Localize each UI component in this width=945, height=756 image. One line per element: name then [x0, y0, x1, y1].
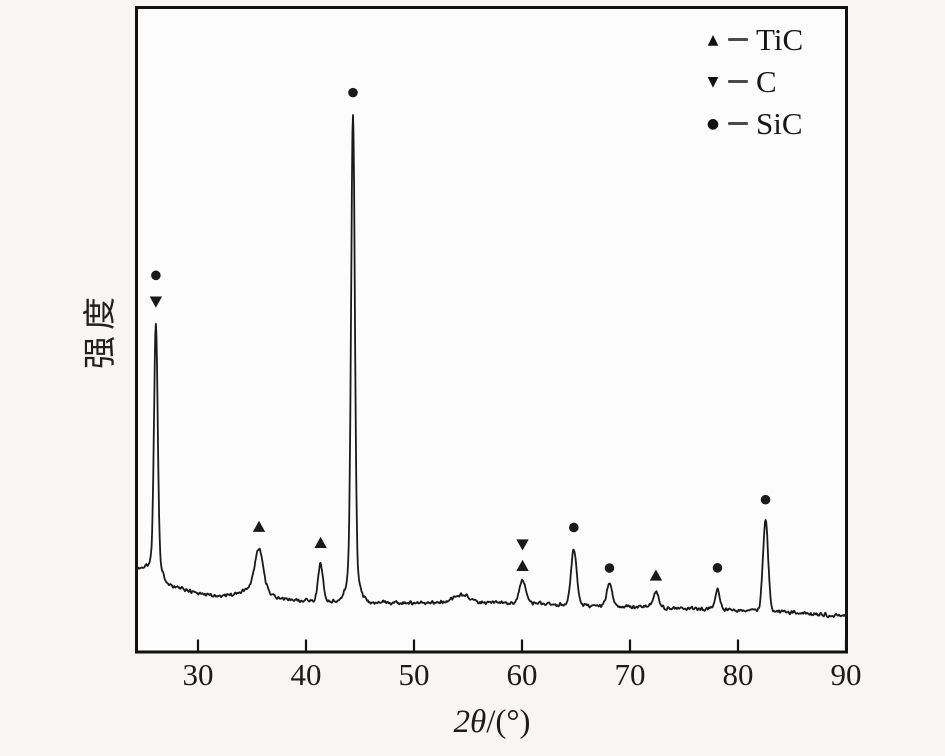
legend-item-label: TiC [756, 22, 804, 57]
x-axis-label-prefix: 2 [453, 704, 470, 740]
legend-item-label: C [756, 64, 777, 99]
peak-marker-triangle-up-icon [516, 559, 529, 571]
x-axis-label: 2θ/(°) [453, 704, 530, 741]
x-tick-label: 60 [506, 657, 538, 692]
legend-dash [728, 80, 748, 83]
peak-marker-circle-icon [348, 87, 358, 98]
peak-marker-circle-icon [712, 563, 723, 573]
x-tick-label: 30 [182, 657, 214, 692]
triangle-up-icon: ▲ [707, 31, 719, 48]
x-axis-label-suffix: /(°) [486, 704, 531, 740]
x-tick-label: 90 [830, 657, 862, 692]
x-tick-label: 80 [722, 657, 754, 692]
x-tick-label: 50 [398, 657, 430, 692]
legend-dash [728, 122, 748, 125]
legend-item-tic: ▲ TiC [702, 22, 804, 57]
triangle-down-icon: ▼ [707, 73, 719, 90]
circle-icon: ● [706, 115, 720, 132]
y-axis-label: 强度 [83, 291, 119, 369]
peak-marker-triangle-up-icon [649, 569, 663, 581]
legend: ▲ TiC ▼ C ● SiC [702, 22, 803, 141]
peak-marker-circle-icon [151, 270, 161, 281]
legend-item-label: SiC [756, 106, 803, 141]
peak-marker-triangle-down-icon [149, 296, 163, 308]
x-tick-label: 40 [290, 657, 322, 692]
legend-item-sic: ● SiC [702, 106, 803, 141]
peak-marker-triangle-up-icon [314, 536, 327, 549]
peak-marker-circle-icon [569, 522, 579, 533]
plot-frame [135, 6, 848, 654]
peak-marker-triangle-up-icon [252, 520, 266, 532]
peak-marker-circle-icon [604, 563, 615, 573]
theta-symbol: θ [469, 704, 487, 740]
peak-marker-triangle-down-icon [516, 539, 529, 551]
xrd-curve [136, 114, 848, 619]
x-tick-label: 70 [614, 657, 646, 692]
legend-dash [728, 38, 748, 41]
peak-marker-circle-icon [760, 494, 771, 505]
legend-item-c: ▼ C [702, 64, 803, 99]
